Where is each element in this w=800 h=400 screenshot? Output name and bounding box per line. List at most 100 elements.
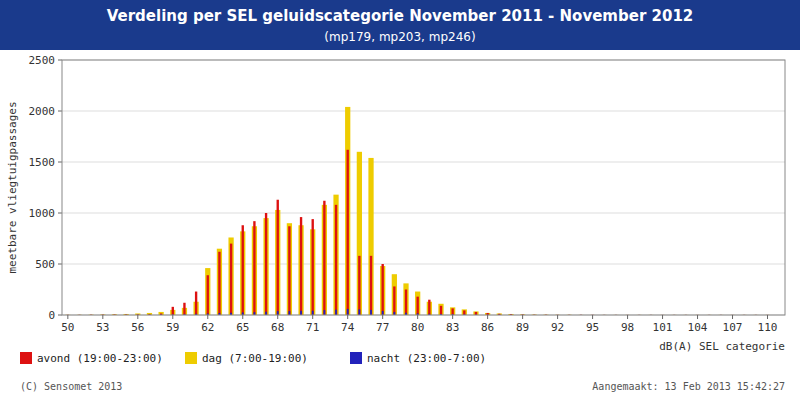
x-tick: [662, 315, 663, 319]
bar: [347, 150, 349, 315]
bar: [393, 286, 395, 315]
y-tick: [58, 111, 62, 112]
bar: [242, 225, 244, 315]
bar: [265, 213, 267, 315]
x-tick: [242, 315, 243, 319]
bar: [392, 274, 397, 315]
bar: [300, 311, 302, 315]
legend-label: dag (7:00-19:00): [202, 352, 308, 365]
y-tick: [58, 162, 62, 163]
x-tick-label: 53: [96, 321, 109, 334]
bar: [463, 310, 465, 315]
bar: [451, 308, 453, 315]
y-tick-label: 2000: [29, 105, 56, 118]
bar: [405, 290, 407, 316]
y-tick-label: 1500: [29, 156, 56, 169]
title-banner: [0, 0, 800, 50]
bar: [289, 311, 291, 315]
x-tick: [277, 315, 278, 319]
y-tick-label: 0: [48, 309, 55, 322]
x-tick-label: 71: [306, 321, 319, 334]
bar: [312, 219, 314, 315]
x-tick-label: 77: [376, 321, 389, 334]
bar: [403, 283, 408, 315]
title: Verdeling per SEL geluidscategorie Novem…: [107, 7, 694, 25]
bar: [312, 311, 314, 315]
bar: [277, 311, 279, 315]
x-tick-label: 65: [236, 321, 249, 334]
bar: [228, 237, 233, 315]
bar: [287, 223, 292, 315]
annotation: Aangemaakt: 13 Feb 2013 15:42:27: [592, 381, 785, 392]
bar: [473, 311, 478, 315]
x-tick-label: 62: [201, 321, 214, 334]
subtitle: (mp179, mp203, mp246): [324, 30, 475, 44]
x-tick-label: 56: [131, 321, 144, 334]
x-tick: [487, 315, 488, 319]
bar: [323, 201, 325, 315]
bar: [382, 311, 384, 315]
bar: [217, 249, 222, 315]
x-tick-label: 110: [758, 321, 778, 334]
bar: [440, 306, 442, 315]
bar: [333, 195, 338, 315]
bar: [462, 309, 467, 315]
footer: (C) Sensomet 2013 Aangemaakt: 13 Feb 2013…: [20, 381, 785, 392]
x-tick-label: 50: [61, 321, 74, 334]
grid-line: [62, 111, 785, 112]
x-tick-label: 74: [341, 321, 355, 334]
x-tick: [767, 315, 768, 319]
y-axis: 05001000150020002500: [29, 54, 786, 322]
bar: [358, 256, 360, 315]
x-tick-label: 83: [446, 321, 459, 334]
x-tick-label: 80: [411, 321, 424, 334]
legend-label: avond (19:00-23:00): [37, 352, 163, 365]
bar: [277, 200, 279, 315]
x-tick-label: 92: [551, 321, 564, 334]
plot-frame: [62, 60, 785, 315]
x-tick-label: 104: [688, 321, 708, 334]
x-tick: [67, 315, 68, 319]
bar: [415, 292, 420, 315]
bar: [324, 310, 326, 315]
x-tick-label: 95: [586, 321, 599, 334]
x-tick-label: 107: [723, 321, 743, 334]
bar: [205, 268, 210, 315]
legend-swatch: [350, 352, 362, 364]
x-tick: [417, 315, 418, 319]
y-tick-label: 500: [35, 258, 55, 271]
bar: [335, 205, 337, 315]
y-tick: [58, 315, 62, 316]
x-tick: [382, 315, 383, 319]
bar: [218, 252, 220, 315]
bar: [335, 310, 337, 315]
series-1: [65, 107, 770, 315]
x-tick-label: 59: [166, 321, 179, 334]
x-tick-label: 98: [621, 321, 634, 334]
bar: [183, 303, 185, 315]
legend: avond (19:00-23:00)dag (7:00-19:00)nacht…: [20, 352, 486, 365]
x-tick: [207, 315, 208, 319]
bar: [357, 152, 362, 315]
bar: [347, 309, 349, 315]
series-2: [67, 309, 768, 315]
x-tick: [102, 315, 103, 319]
y-tick: [58, 213, 62, 214]
x-tick: [627, 315, 628, 319]
bar: [370, 256, 372, 315]
bar: [450, 307, 455, 315]
bars: [65, 107, 770, 315]
x-tick: [697, 315, 698, 319]
y-axis-label: meetbare vliegtuigpassages: [6, 101, 19, 273]
x-tick: [172, 315, 173, 319]
bar: [368, 158, 373, 315]
annotation: (C) Sensomet 2013: [20, 381, 122, 392]
y-tick: [58, 60, 62, 61]
x-axis: 5053565962656871747780838689929598101104…: [61, 315, 777, 334]
bar: [358, 309, 360, 315]
bar: [288, 226, 290, 315]
x-tick: [592, 315, 593, 319]
y-tick-label: 2500: [29, 54, 56, 67]
x-tick: [557, 315, 558, 319]
bar: [195, 292, 197, 315]
